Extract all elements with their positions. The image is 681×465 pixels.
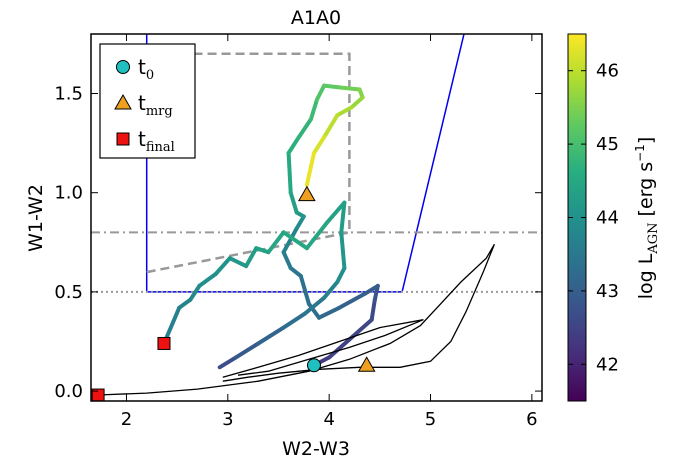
track-segment [266,230,286,255]
y-tick-label: 1.0 [54,183,83,204]
reference-blue-wedge [145,34,465,293]
legend-marker-square [116,132,130,146]
reference-dashed-box [146,52,351,274]
agn-track-0 [281,83,380,368]
plot-frame [90,33,543,402]
track-segment [302,295,327,316]
track-segment [288,266,303,278]
colorbar-tick-label: 42 [596,354,619,375]
y-axis-label: W1-W2 [25,184,47,252]
x-tick-label: 4 [323,409,334,430]
track-segment [304,220,330,251]
track-segment [298,274,311,306]
track-segment [369,297,377,322]
track-segment [286,151,293,195]
marker-tfinal [91,388,105,401]
track-segment [306,301,321,320]
y-tick-label: 0.5 [54,282,83,303]
track-segment [213,256,232,276]
track-segment [322,83,344,90]
x-axis-label: W2-W3 [282,438,350,460]
track-segment [339,200,347,235]
track-segment [288,190,299,215]
colorbar-tick-label: 44 [596,208,619,229]
track-segment [233,341,261,360]
track-segment [322,113,340,140]
legend-label: tfinal [138,127,175,155]
chart-title: A1A0 [291,7,341,29]
track-segment [177,297,193,310]
track-segment [286,135,301,155]
track-segment [281,250,293,271]
track-segment [335,266,347,284]
agn-track-1 [162,200,347,370]
track-segment [335,105,354,118]
x-tick-label: 5 [425,409,436,430]
marker-t0 [306,358,321,373]
track-segment [227,256,249,269]
track-segment [217,355,238,370]
marker-tfinal [157,336,171,350]
track-segment [337,291,367,310]
colorbar-tick-label: 46 [596,61,619,82]
track-segment [281,311,307,330]
x-tick-label: 2 [121,409,132,430]
y-tick-label: 0.0 [54,381,83,402]
track-segment [294,214,306,231]
track-segment [281,230,309,251]
track-segment [197,272,218,288]
legend-marker-triangle [114,93,132,110]
track-segment [339,85,362,92]
track-segment [312,135,327,155]
track-segment [339,230,347,271]
track-segment [315,83,327,102]
colorbar-tick-label: 45 [596,134,619,155]
marker-tmrg [298,185,316,202]
track-segment [327,337,352,360]
track-segment [256,325,286,346]
marker-tmrg [357,356,376,372]
legend-label: t0 [138,55,154,83]
black-track-2 [98,243,496,396]
track-segment [349,95,365,110]
y-tick-label: 1.5 [54,84,83,105]
legend: t0 tmrg tfinal [99,43,196,159]
track-segment [304,151,316,187]
legend-marker-circle [116,60,130,74]
track-segment [325,200,347,225]
x-axis: 2 3 4 5 6 [121,34,538,430]
black-track-3 [222,319,424,378]
y-axis: 0.0 0.5 1.0 1.5 [54,84,542,402]
track-segment [281,226,299,255]
track-segment [188,283,202,302]
colorbar: 42 43 44 45 46 log LAGN [erg s−1] [567,33,661,402]
track-segment [322,280,340,300]
legend-box [99,43,196,159]
colorbar-label: log LAGN [erg s−1] [633,137,661,300]
track-segment [296,117,313,140]
track-segment [308,97,319,122]
x-tick-label: 3 [222,409,233,430]
legend-label: tmrg [138,91,173,119]
colorbar-tick-label: 43 [596,281,619,302]
x-tick-label: 6 [526,409,537,430]
plot-area [91,34,542,401]
track-segment [254,246,271,255]
track-segment [244,246,259,269]
track-segment [362,283,380,296]
track-segment [317,305,342,320]
